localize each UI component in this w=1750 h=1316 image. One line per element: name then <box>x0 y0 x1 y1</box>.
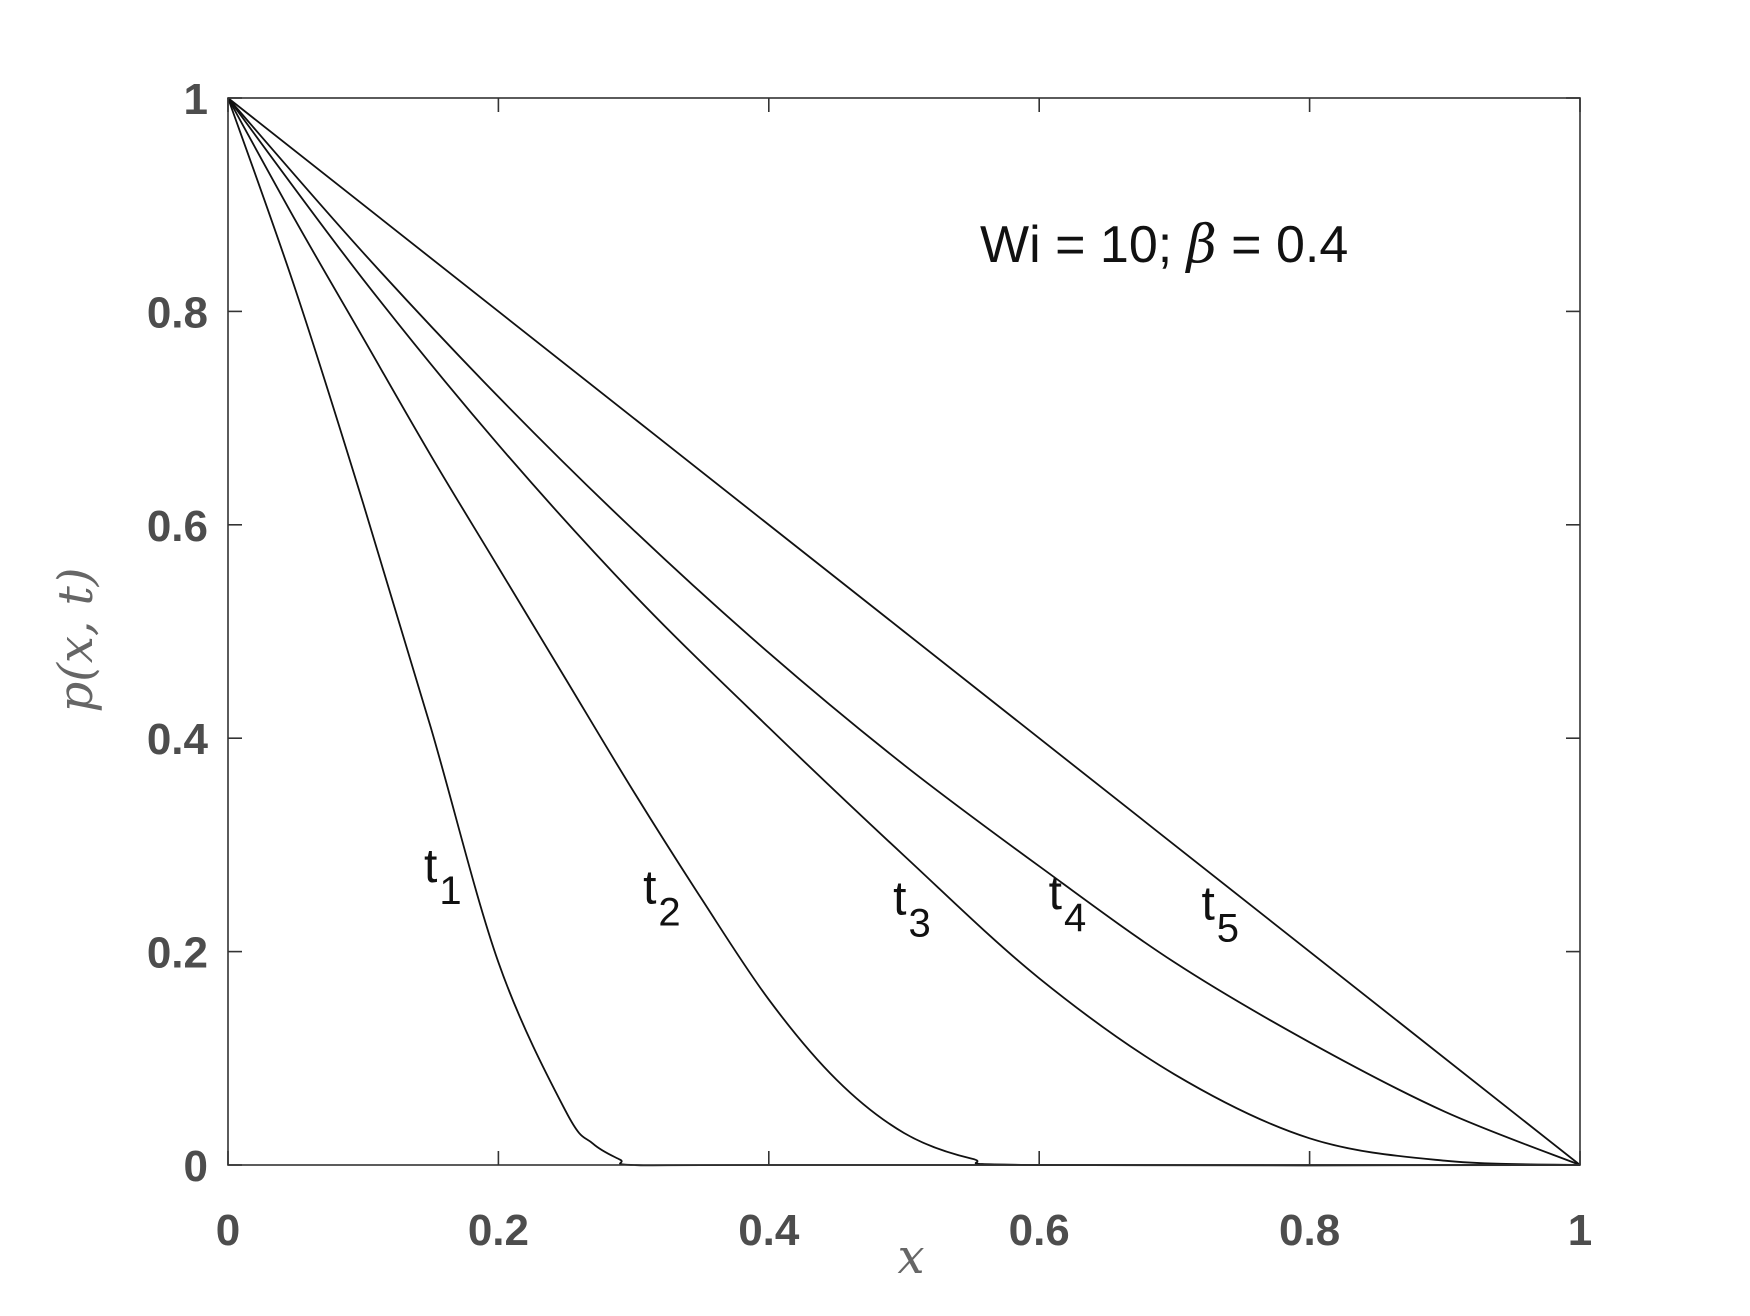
series-line-t4 <box>227 97 1581 1166</box>
curve-labels-layer: t1 t2 t3 t4 t5 <box>424 840 1239 950</box>
y-tick-label-4: 0.8 <box>147 288 208 337</box>
y-tick-label-1: 0.2 <box>147 929 208 978</box>
y-tick-label-5: 1 <box>184 75 208 124</box>
series-line-t3 <box>227 97 1581 1166</box>
x-tick-label-0: 0 <box>216 1206 240 1255</box>
curve-label-t5: t5 <box>1201 878 1239 951</box>
x-tick-label-3: 0.6 <box>1009 1206 1070 1255</box>
series-line-t2 <box>227 97 1581 1167</box>
curves-layer <box>227 97 1581 1167</box>
x-tick-label-2: 0.4 <box>738 1206 800 1255</box>
x-axis-label: x <box>897 1229 924 1285</box>
annotation-suffix: = 0.4 <box>1217 216 1349 274</box>
curve-label-t4: t4 <box>1049 867 1087 940</box>
y-tick-label-2: 0.4 <box>147 715 209 764</box>
parameter-annotation: Wi = 10; β = 0.4 <box>980 215 1348 275</box>
curve-label-t3: t3 <box>893 872 931 945</box>
x-tick-label-5: 1 <box>1568 1206 1592 1255</box>
plot-frame <box>227 97 1581 1166</box>
x-tick-label-4: 0.8 <box>1279 1206 1340 1255</box>
series-line-t5 <box>227 97 1581 1166</box>
y-axis-label: p(x, t) <box>48 567 104 712</box>
annotation-prefix: Wi = 10; <box>980 216 1187 274</box>
curve-label-t1: t1 <box>424 840 462 913</box>
tick-labels-layer: 0 0.2 0.4 0.6 0.8 1 0 0.2 0.4 0.6 0.8 1 <box>147 75 1592 1255</box>
x-tick-label-1: 0.2 <box>468 1206 529 1255</box>
annotation-greek: β <box>1185 215 1217 275</box>
y-tick-label-3: 0.6 <box>147 502 208 551</box>
curve-label-t2: t2 <box>643 862 681 935</box>
y-tick-label-0: 0 <box>184 1142 208 1191</box>
ticks-layer <box>227 97 1581 1166</box>
